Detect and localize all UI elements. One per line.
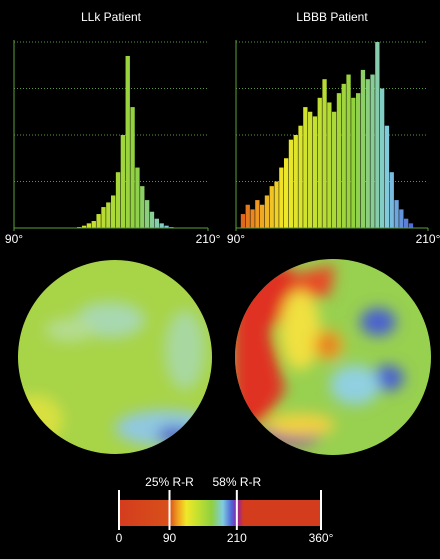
bar (144, 200, 150, 228)
bar (404, 218, 409, 228)
bar (111, 195, 116, 228)
colorbar-tick-label: 90 (163, 531, 177, 545)
bar (341, 83, 346, 228)
bar (81, 225, 87, 228)
bar (380, 88, 385, 228)
panel-title: LLk Patient (81, 10, 142, 24)
bar (336, 93, 342, 229)
bar (298, 125, 303, 228)
colorbar-tick-label: 210 (227, 531, 247, 545)
bar (106, 202, 111, 228)
bar (120, 135, 126, 228)
annotation: 58% R-R (212, 475, 261, 489)
bar (101, 207, 106, 228)
bar (245, 204, 250, 228)
bar (164, 225, 169, 228)
bar (312, 116, 318, 228)
bar (346, 74, 351, 228)
bar (250, 209, 255, 228)
x-tick-label: 90° (5, 232, 23, 246)
bar (149, 211, 155, 228)
llk-polar-map (18, 260, 212, 454)
bar (91, 221, 96, 228)
lbbb-polar-map (235, 259, 431, 455)
bar (125, 55, 130, 229)
bar (327, 102, 332, 228)
bar (274, 181, 279, 228)
bar (130, 107, 135, 228)
colorbar-tick-label: 360° (309, 531, 334, 545)
bar (293, 135, 298, 228)
bar (308, 111, 313, 228)
x-tick-label: 210° (416, 232, 440, 246)
bar (394, 200, 399, 228)
bar (370, 74, 375, 228)
annotation: 25% R-R (145, 475, 194, 489)
bar (332, 111, 337, 228)
bar (375, 42, 380, 228)
bar (260, 204, 265, 228)
x-tick-label: 210° (196, 232, 221, 246)
bar (269, 186, 274, 228)
bar (317, 97, 322, 228)
bar (255, 200, 260, 228)
bar (360, 69, 366, 229)
bar (159, 223, 164, 228)
bar (351, 97, 356, 228)
bar (135, 167, 140, 228)
colorbar (119, 500, 321, 526)
bar (284, 158, 289, 228)
bar (279, 167, 284, 228)
bar (322, 79, 327, 228)
bar (154, 218, 159, 228)
bar (264, 195, 270, 228)
panel-title: LBBB Patient (296, 10, 368, 24)
bar (240, 214, 246, 228)
bar (408, 223, 414, 228)
bar (288, 139, 294, 228)
bar (356, 93, 361, 229)
bar (399, 209, 404, 228)
bar (86, 223, 92, 228)
bar (384, 125, 390, 228)
bar (303, 107, 308, 228)
colorbar-tick-label: 0 (116, 531, 123, 545)
bar (389, 172, 394, 228)
bar (140, 186, 145, 228)
bar (96, 214, 101, 228)
x-tick-label: 90° (227, 232, 245, 246)
bar (365, 79, 370, 228)
bar (115, 172, 121, 228)
